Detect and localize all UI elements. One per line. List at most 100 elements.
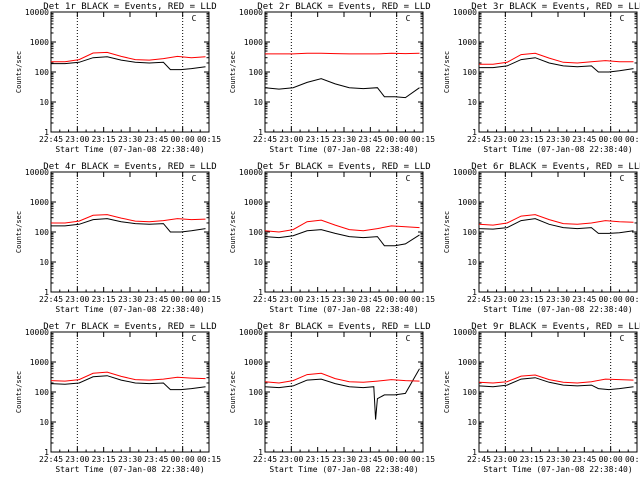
- y-tick-label: 1000: [244, 198, 263, 207]
- x-axis-label: Start Time (07-Jan-08 22:38:40): [269, 145, 418, 154]
- y-tick-label: 10000: [25, 8, 49, 17]
- y-tick-label: 10: [253, 98, 263, 107]
- time-marker-label: C: [192, 174, 197, 183]
- y-tick-label: 100: [35, 68, 50, 77]
- plot-frame: [264, 331, 424, 453]
- x-tick-label: 23:30: [546, 455, 570, 464]
- y-tick-label: 10: [39, 98, 49, 107]
- y-tick-label: 100: [463, 68, 478, 77]
- x-tick-label: 23:15: [306, 455, 330, 464]
- y-axis-label: Counts/sec: [229, 51, 237, 93]
- x-tick-label: 23:15: [92, 135, 116, 144]
- y-tick-label: 10: [467, 98, 477, 107]
- y-axis-label: Counts/sec: [443, 51, 451, 93]
- time-marker-label: C: [406, 14, 411, 23]
- y-tick-label: 100: [463, 228, 478, 237]
- plot-frame: [50, 331, 210, 453]
- time-marker-label: C: [620, 334, 625, 343]
- y-axis-label: Counts/sec: [15, 371, 23, 413]
- y-tick-label: 1: [44, 448, 49, 457]
- series-line-events: [264, 368, 420, 420]
- y-tick-label: 10: [253, 418, 263, 427]
- chart-panel-9: Det 9r BLACK = Events, RED = LLD 1 10 100 10…: [443, 322, 640, 474]
- y-tick-label: 10000: [453, 8, 477, 17]
- x-tick-label: 23:15: [306, 295, 330, 304]
- plot-frame: [264, 171, 424, 293]
- y-axis-label: Counts/sec: [443, 371, 451, 413]
- x-tick-label: 00:00: [171, 135, 195, 144]
- chart-title: Det 4r BLACK = Events, RED = LLD: [43, 162, 216, 172]
- y-tick-label: 100: [35, 228, 50, 237]
- x-tick-label: 22:45: [39, 455, 63, 464]
- x-tick-label: 23:15: [306, 135, 330, 144]
- chart-panel-2: Det 2r BLACK = Events, RED = LLD 1 10 100 10…: [229, 2, 435, 154]
- y-tick-label: 1000: [30, 358, 49, 367]
- x-tick-label: 22:45: [253, 455, 277, 464]
- x-tick-label: 00:00: [171, 295, 195, 304]
- plot-frame: [264, 11, 424, 133]
- y-tick-label: 1000: [244, 358, 263, 367]
- chart-title: Det 1r BLACK = Events, RED = LLD: [43, 2, 216, 12]
- x-tick-label: 23:45: [572, 295, 596, 304]
- series-line-events: [264, 78, 420, 99]
- x-axis-label: Start Time (07-Jan-08 22:38:40): [483, 145, 632, 154]
- x-tick-label: 23:45: [144, 295, 168, 304]
- x-tick-label: 23:00: [65, 295, 89, 304]
- x-axis-label: Start Time (07-Jan-08 22:38:40): [483, 465, 632, 474]
- x-tick-label: 00:00: [171, 455, 195, 464]
- y-tick-label: 10000: [25, 328, 49, 337]
- x-tick-label: 23:00: [279, 455, 303, 464]
- x-tick-label: 00:15: [625, 135, 640, 144]
- x-tick-label: 22:45: [39, 135, 63, 144]
- x-tick-label: 00:15: [625, 295, 640, 304]
- chart-title: Det 3r BLACK = Events, RED = LLD: [471, 2, 640, 12]
- x-tick-label: 22:45: [467, 135, 491, 144]
- x-tick-label: 23:45: [144, 135, 168, 144]
- x-tick-label: 23:30: [118, 455, 142, 464]
- x-tick-label: 22:45: [253, 295, 277, 304]
- time-marker-label: C: [620, 174, 625, 183]
- x-tick-label: 00:15: [197, 295, 221, 304]
- x-tick-label: 22:45: [39, 295, 63, 304]
- y-axis-label: Counts/sec: [443, 211, 451, 253]
- x-tick-label: 00:00: [385, 135, 409, 144]
- y-tick-label: 10000: [239, 328, 263, 337]
- chart-title: Det 6r BLACK = Events, RED = LLD: [471, 162, 640, 172]
- x-tick-label: 22:45: [467, 295, 491, 304]
- x-tick-label: 00:15: [411, 295, 435, 304]
- y-tick-label: 1: [44, 128, 49, 137]
- y-tick-label: 10: [253, 258, 263, 267]
- chart-title: Det 8r BLACK = Events, RED = LLD: [257, 322, 430, 332]
- series-line-events: [51, 56, 206, 71]
- chart-panel-7: Det 7r BLACK = Events, RED = LLD 1 10 100 10…: [15, 322, 221, 474]
- series-line-events: [478, 218, 634, 234]
- series-line-lld: [478, 374, 634, 384]
- y-tick-label: 1: [472, 288, 477, 297]
- series-line-lld: [51, 51, 206, 63]
- series-line-lld: [265, 52, 420, 55]
- x-tick-label: 23:00: [65, 135, 89, 144]
- x-axis-label: Start Time (07-Jan-08 22:38:40): [269, 465, 418, 474]
- x-tick-label: 00:15: [197, 455, 221, 464]
- x-tick-label: 00:00: [599, 295, 623, 304]
- x-tick-label: 00:15: [197, 135, 221, 144]
- y-tick-label: 100: [35, 388, 50, 397]
- x-tick-label: 23:45: [358, 455, 382, 464]
- y-tick-label: 1000: [458, 358, 477, 367]
- x-tick-label: 23:00: [279, 295, 303, 304]
- y-tick-label: 1: [44, 288, 49, 297]
- y-tick-label: 1: [258, 448, 263, 457]
- x-tick-label: 00:15: [411, 455, 435, 464]
- time-marker-label: C: [192, 334, 197, 343]
- time-marker-label: C: [192, 14, 197, 23]
- x-tick-label: 23:45: [572, 455, 596, 464]
- x-tick-label: 23:00: [493, 455, 517, 464]
- x-tick-label: 23:15: [520, 295, 544, 304]
- series-line-events: [264, 229, 420, 247]
- plot-frame: [50, 11, 210, 133]
- time-marker-label: C: [406, 174, 411, 183]
- x-axis-label: Start Time (07-Jan-08 22:38:40): [483, 305, 632, 314]
- y-axis-label: Counts/sec: [229, 211, 237, 253]
- x-tick-label: 00:00: [385, 295, 409, 304]
- series-line-lld: [51, 214, 206, 224]
